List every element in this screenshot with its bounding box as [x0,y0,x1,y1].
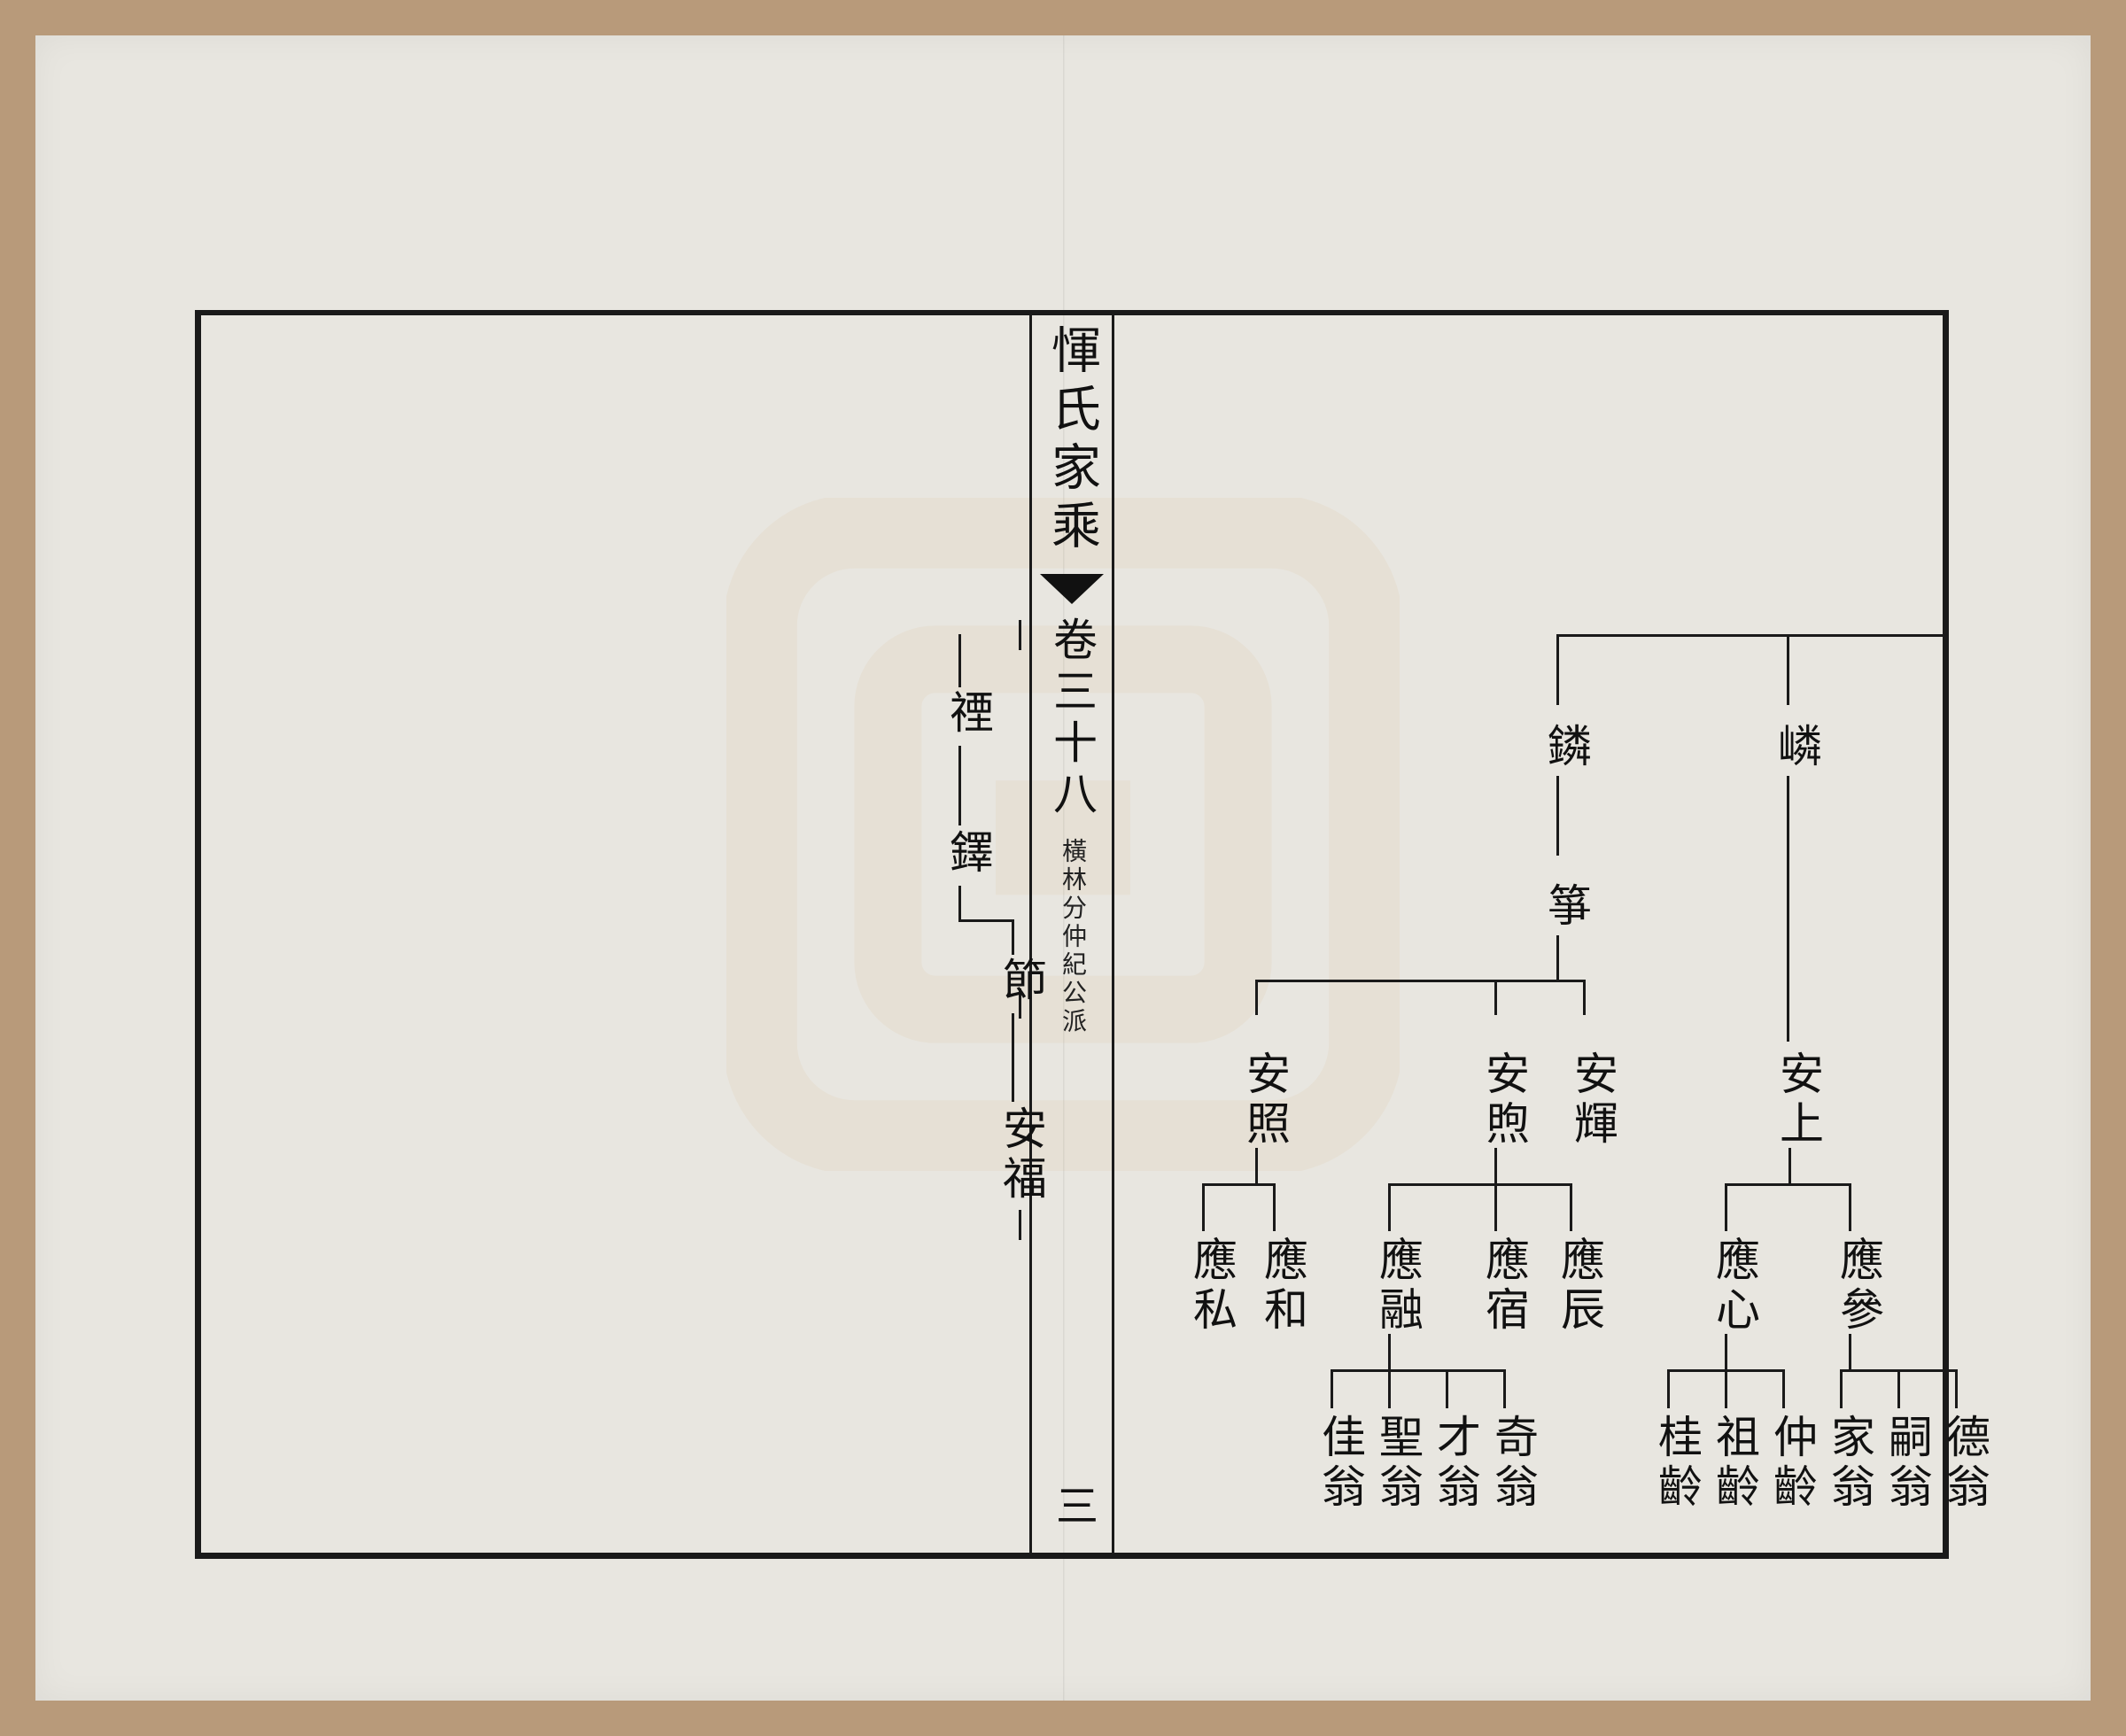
tree-connector [1494,980,1497,1015]
tree-node: 禋 [936,689,1000,739]
spine-rule-left [1029,315,1032,1553]
tree-node: 德翁 [1933,1414,1997,1513]
tree-connector [1494,1148,1497,1183]
volume-number: 卷三十八 [1040,616,1104,822]
tree-connector [958,919,1012,922]
tree-node: 仲齡 [1760,1414,1824,1513]
tree-connector [1255,1148,1258,1183]
tree-node: 應辰 [1548,1236,1611,1336]
tree-node: 嗣翁 [1875,1414,1939,1513]
tree-node: 嶙 [1765,723,1828,772]
paper-page: 惲氏家乘 卷三十八 橫林分仲紀公派 三 禋 鐸 節 安福 鏻 嶙箏安照 安煦安輝 安上… [35,35,2091,1701]
tree-connector [1331,1369,1333,1408]
tree-node: 安煦 [1472,1050,1536,1150]
tree-connector [1840,1369,1843,1408]
tree-node: 桂齡 [1645,1414,1709,1513]
folio-number: 三 [1041,1484,1103,1526]
tree-node: 箏 [1534,882,1598,932]
tick-mark [1019,1210,1021,1240]
tree-node: 佳翁 [1308,1414,1372,1513]
tree-connector [1667,1369,1670,1408]
tree-connector [1944,315,1946,634]
branch-subtitle: 橫林分仲紀公派 [1054,838,1090,1036]
tree-connector [1849,1334,1851,1369]
tree-node: 家翁 [1818,1414,1882,1513]
tree-node: 聖翁 [1366,1414,1430,1513]
tree-node: 祖齡 [1703,1414,1766,1513]
tree-connector [1273,1183,1276,1231]
tree-connector [1570,1183,1572,1231]
tree-connector [1202,1183,1273,1186]
tree-connector [1788,1148,1791,1183]
tree-connector [1388,1183,1570,1186]
tree-connector [1388,1183,1391,1231]
tree-connector [1255,980,1258,1015]
tick-mark [1019,620,1021,650]
tree-node: 應心 [1703,1236,1766,1336]
tree-connector [1388,1369,1391,1408]
tree-connector [1787,634,1789,705]
tree-connector [1012,919,1014,955]
tree-node: 安福 [989,1105,1053,1205]
tree-connector [1556,935,1559,980]
center-spine: 惲氏家乘 卷三十八 橫林分仲紀公派 三 [1036,315,1107,1553]
tree-node: 應融 [1366,1236,1430,1336]
tree-connector [1725,1183,1849,1186]
book-title: 惲氏家乘 [1036,324,1108,558]
tree-node: 安上 [1766,1050,1830,1150]
tree-node: 應參 [1827,1236,1890,1336]
tree-connector [1782,1369,1785,1408]
tree-node: 才翁 [1424,1414,1487,1513]
tree-connector [1503,1369,1506,1408]
tree-connector [1494,1183,1497,1231]
tree-node: 應私 [1180,1236,1244,1336]
tree-connector [1556,776,1559,856]
tree-connector [1583,980,1586,1015]
tree-node: 奇翁 [1481,1414,1545,1513]
fishtail-marker [1040,574,1104,604]
tree-node: 節 [989,957,1053,1006]
tree-connector [1725,1369,1727,1408]
spine-rule-right [1112,315,1114,1553]
tree-node: 鐸 [936,829,1000,879]
tree-connector [958,886,961,919]
tree-node: 鏻 [1534,723,1598,772]
tree-node: 應宿 [1472,1236,1536,1336]
tree-connector [1331,1369,1503,1372]
tree-connector [1725,1334,1727,1369]
tree-node: 安照 [1233,1050,1297,1150]
tree-connector [1255,980,1583,982]
print-frame: 惲氏家乘 卷三十八 橫林分仲紀公派 三 禋 鐸 節 安福 鏻 嶙箏安照 安煦安輝 安上… [195,310,1949,1559]
tree-connector [958,634,961,687]
tree-connector [1388,1334,1391,1369]
tree-connector [1897,1369,1900,1408]
tree-node: 安輝 [1561,1050,1625,1150]
tree-connector [1955,1369,1958,1408]
tree-node: 應和 [1251,1236,1315,1336]
tree-connector [1849,1183,1851,1231]
tree-connector [1725,1183,1727,1231]
tree-connector [1556,634,1946,637]
tree-connector [1012,1013,1014,1102]
tree-connector [1446,1369,1448,1408]
tree-connector [1556,634,1559,705]
tree-connector [958,746,961,825]
tree-connector [1787,776,1789,1042]
tree-connector [1202,1183,1205,1231]
